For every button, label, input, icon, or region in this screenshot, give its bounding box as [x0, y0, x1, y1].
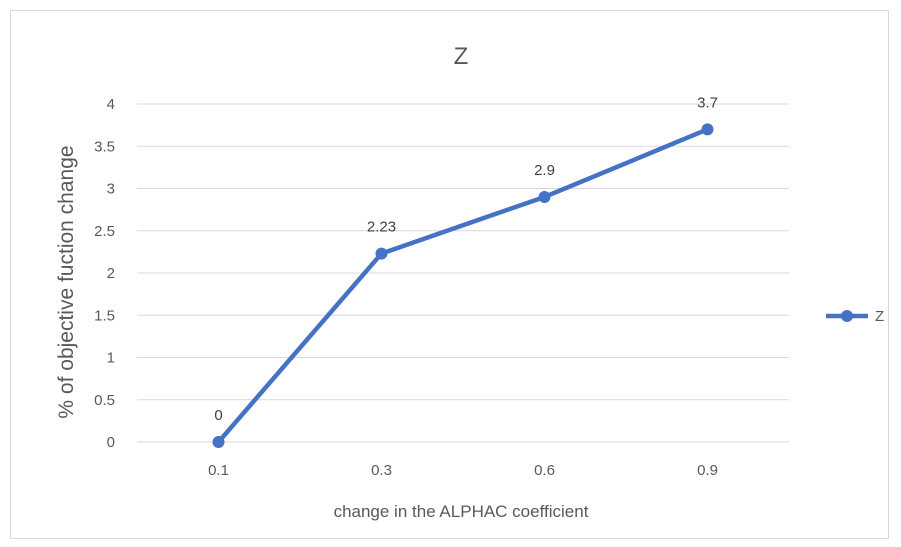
data-point: [212, 436, 225, 448]
x-tick-label: 0.3: [371, 462, 392, 479]
data-label: 0: [214, 407, 222, 424]
y-tick-label: 1: [107, 350, 115, 367]
legend-marker-z: [841, 310, 853, 322]
y-tick-labels: 0 0.5 1 1.5 2 2.5 3 3.5 4: [94, 96, 115, 451]
x-tick-label: 0.9: [697, 462, 718, 479]
y-axis-label: % of objective fuction change: [55, 145, 78, 418]
y-tick-label: 3.5: [94, 138, 115, 155]
data-label: 2.23: [367, 219, 396, 236]
x-tick-label: 0.1: [208, 462, 229, 479]
data-point: [375, 247, 388, 260]
series-z: [212, 123, 714, 448]
y-tick-label: 0: [107, 434, 115, 451]
x-tick-label: 0.6: [534, 462, 555, 479]
y-tick-label: 1.5: [94, 307, 115, 324]
data-labels: 0 2.23 2.9 3.7: [214, 94, 718, 424]
x-tick-labels: 0.1 0.3 0.6 0.9: [208, 462, 718, 479]
legend: Z: [826, 308, 884, 325]
data-point: [538, 190, 551, 203]
data-point: [701, 123, 714, 136]
y-tick-label: 2: [107, 265, 115, 282]
series-line-z: [216, 127, 710, 445]
y-tick-label: 3: [107, 181, 115, 198]
y-tick-label: 0.5: [94, 392, 115, 409]
legend-label-z: Z: [875, 308, 884, 325]
y-tick-label: 4: [107, 96, 115, 113]
y-tick-label: 2.5: [94, 223, 115, 240]
chart-title: Z: [454, 43, 469, 70]
data-label: 3.7: [697, 94, 718, 111]
chart-frame: [10, 10, 889, 539]
x-axis-label: change in the ALPHAC coefficient: [334, 502, 589, 521]
gridlines: [137, 103, 789, 443]
data-label: 2.9: [534, 162, 555, 179]
